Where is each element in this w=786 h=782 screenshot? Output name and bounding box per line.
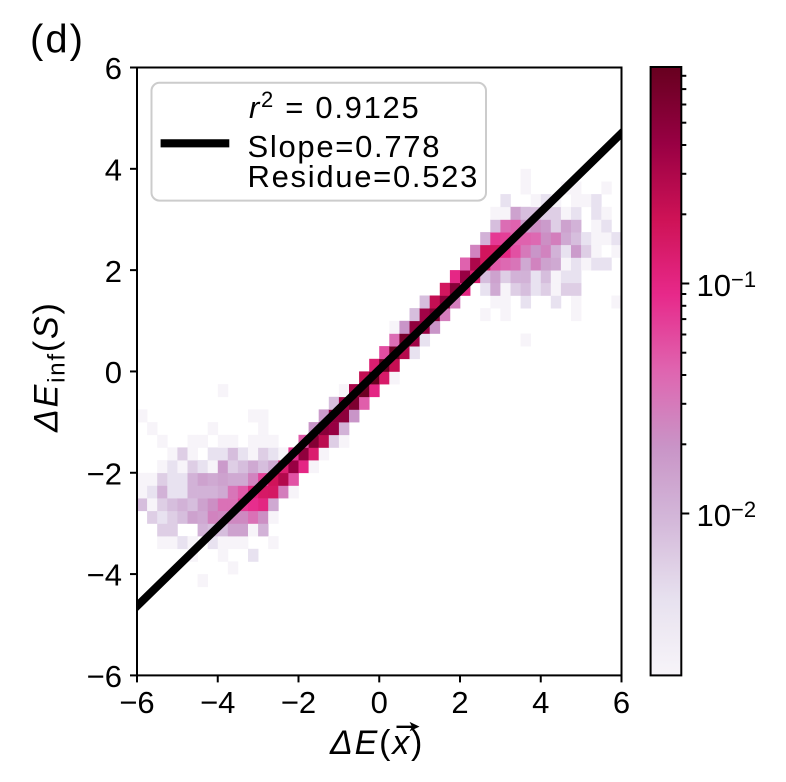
svg-text:ΔE(x): ΔE(x) (329, 724, 424, 762)
svg-text:4: 4 (532, 685, 549, 720)
svg-text:Slope=0.778: Slope=0.778 (248, 129, 442, 164)
svg-text:2: 2 (451, 685, 468, 720)
svg-text:0: 0 (105, 355, 122, 390)
svg-text:(d): (d) (30, 18, 85, 62)
svg-text:−4: −4 (200, 685, 235, 720)
svg-text:−6: −6 (119, 685, 154, 720)
svg-text:4: 4 (105, 152, 122, 187)
svg-text:6: 6 (105, 51, 122, 86)
svg-text:−2: −2 (87, 456, 122, 491)
svg-text:10−1: 10−1 (697, 267, 757, 303)
svg-text:0: 0 (371, 685, 388, 720)
svg-text:−6: −6 (87, 659, 122, 694)
svg-text:r2 = 0.9125: r2 = 0.9125 (249, 87, 420, 125)
svg-text:−4: −4 (87, 558, 122, 593)
svg-text:−2: −2 (281, 685, 316, 720)
svg-text:Residue=0.523: Residue=0.523 (248, 159, 480, 194)
svg-text:2: 2 (105, 254, 122, 289)
svg-text:6: 6 (613, 685, 630, 720)
